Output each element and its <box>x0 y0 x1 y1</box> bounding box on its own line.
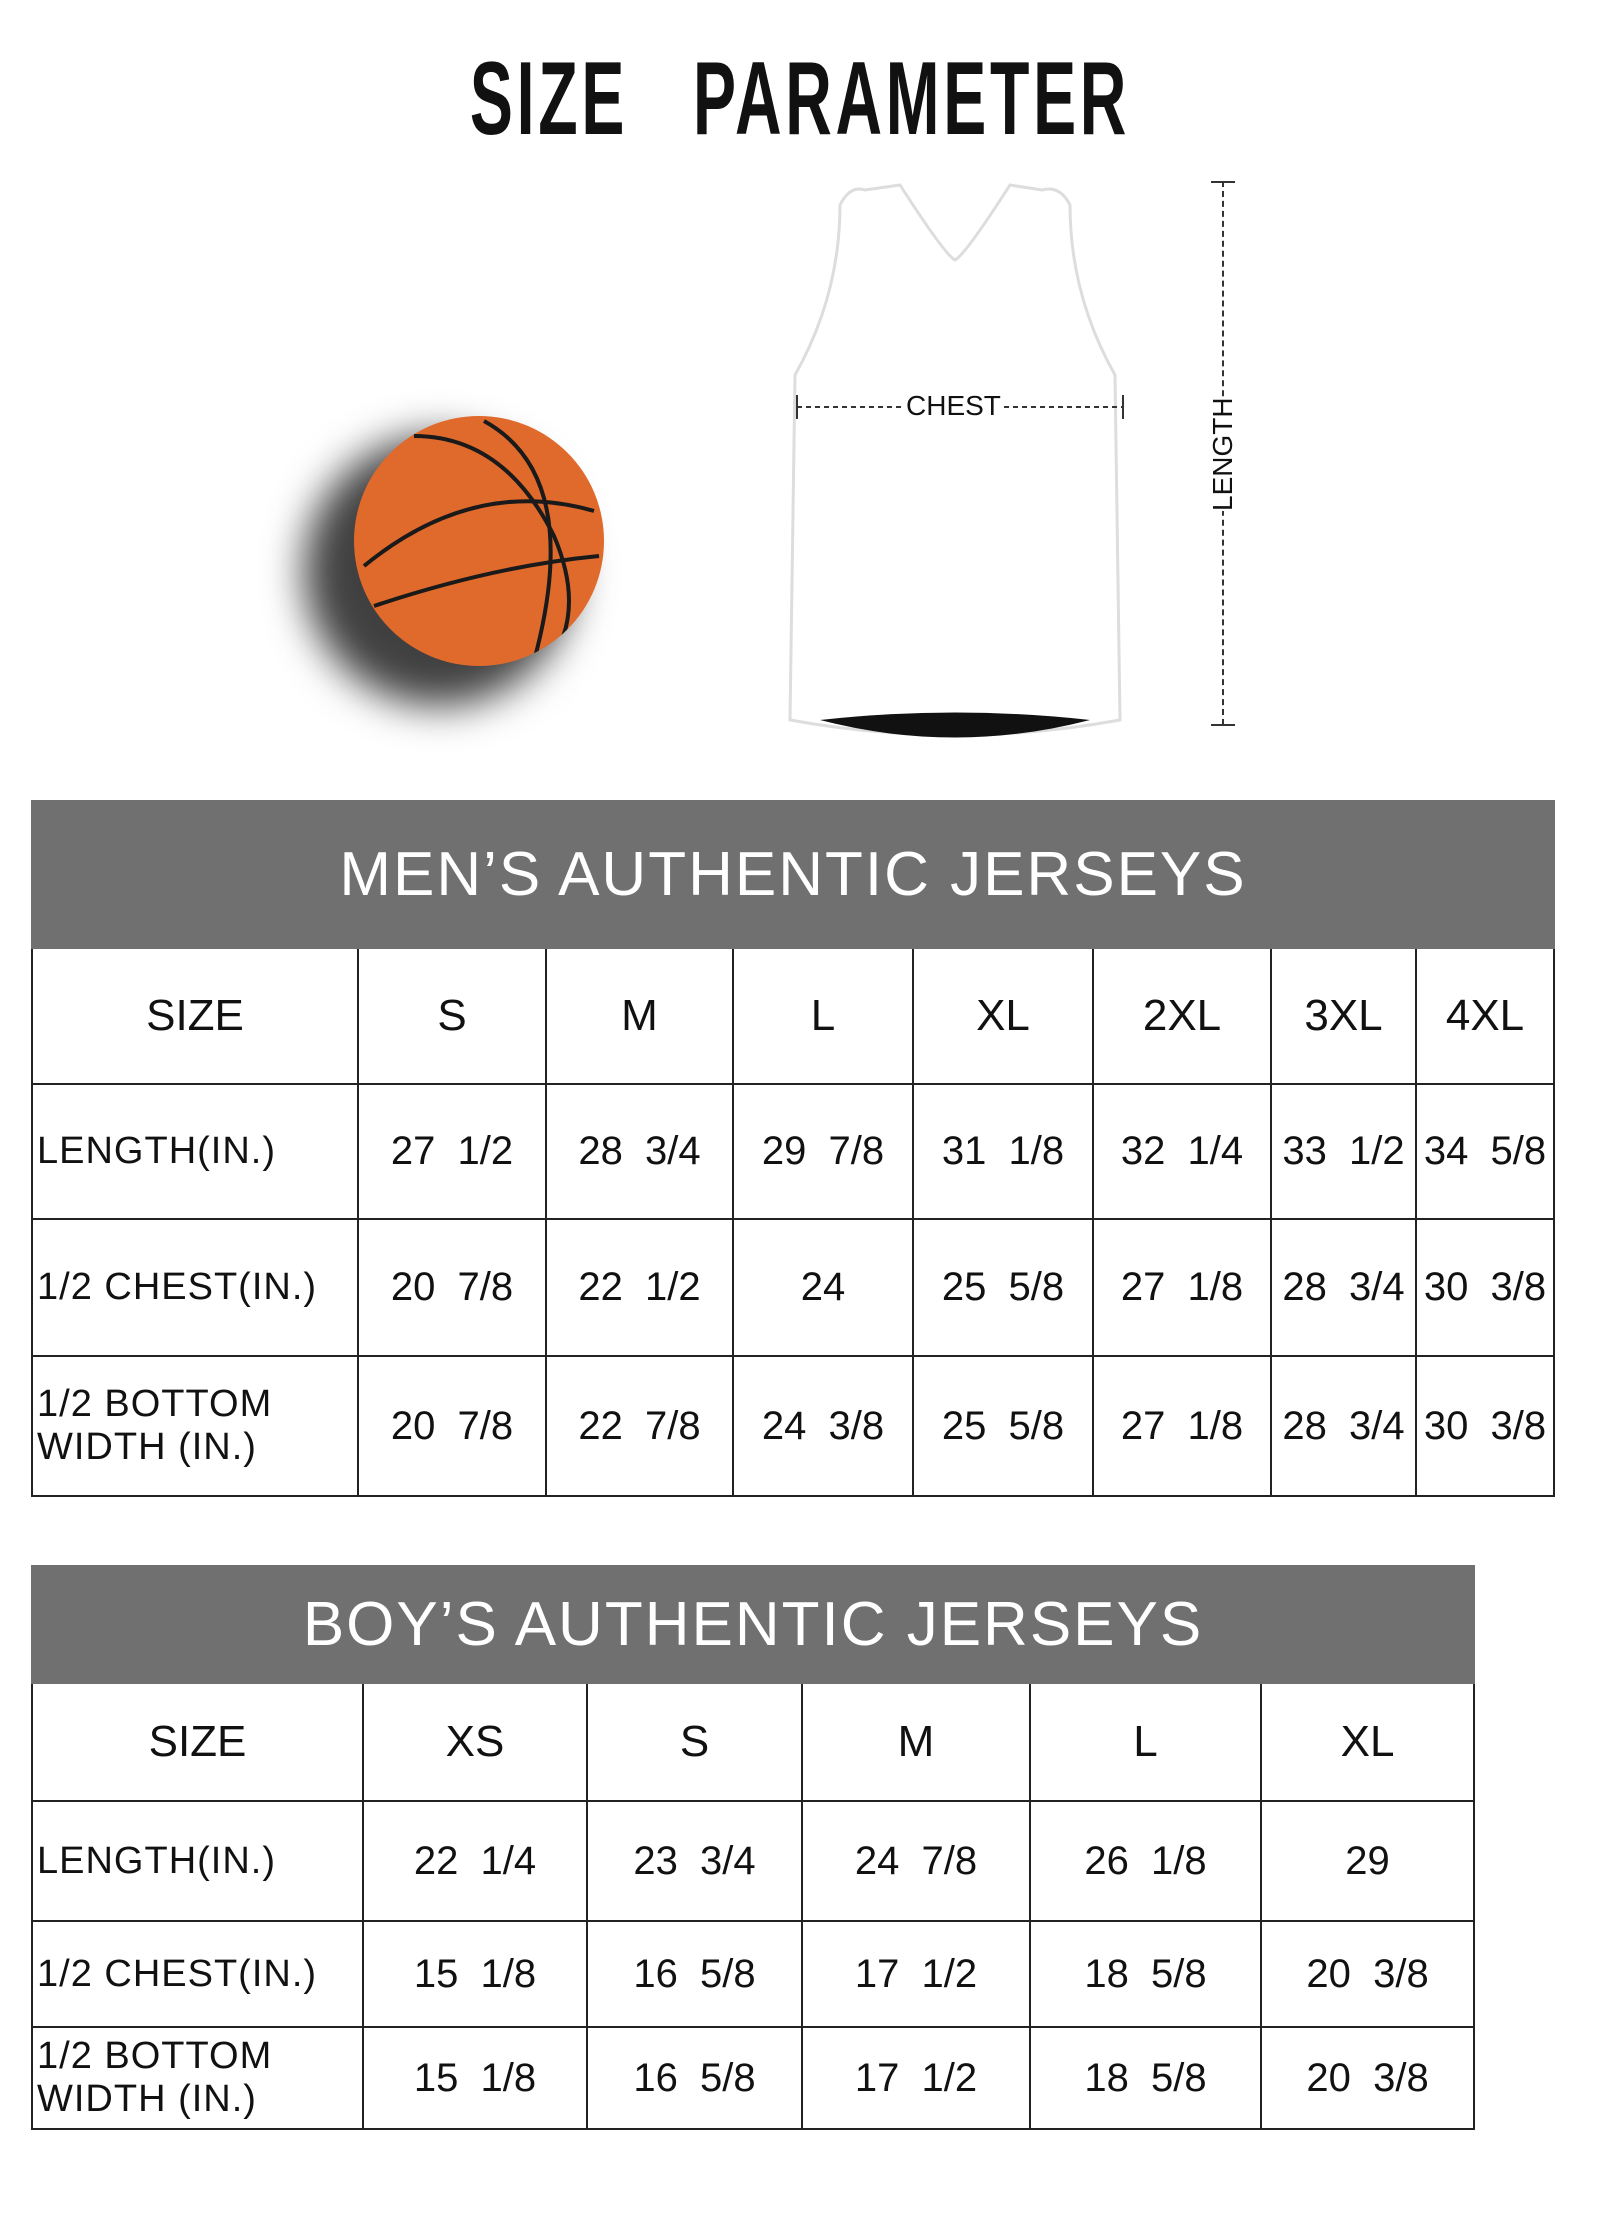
size-column-header: XS <box>362 1682 588 1802</box>
page-title: SIZE PARAMETER <box>469 41 1131 157</box>
measurement-cell: 18 5/8 <box>1029 1920 1262 2028</box>
size-label: SIZE <box>31 947 359 1085</box>
measurement-cell: 24 3/8 <box>732 1355 914 1497</box>
measurement-cell: 28 3/4 <box>1270 1355 1417 1497</box>
row-label: 1/2 CHEST(IN.) <box>31 1218 359 1357</box>
measurement-cell: 34 5/8 <box>1415 1083 1555 1220</box>
measurement-cell: 28 3/4 <box>545 1083 734 1220</box>
size-column-header: 4XL <box>1415 947 1555 1085</box>
size-column-header: L <box>1029 1682 1262 1802</box>
row-label: 1/2 BOTTOM WIDTH (IN.) <box>31 2026 364 2130</box>
measurement-cell: 29 <box>1259 1800 1476 1922</box>
row-label: LENGTH(IN.) <box>31 1083 359 1220</box>
table-row: LENGTH(IN.) 27 1/2 28 3/4 29 7/8 31 1/8 32 1/… <box>31 1083 1555 1220</box>
table-row: LENGTH(IN.) 22 1/4 23 3/4 24 7/8 26 1/8 29 <box>31 1800 1476 1922</box>
measurement-cell: 22 7/8 <box>545 1355 734 1497</box>
mens-table-heading: MEN’S AUTHENTIC JERSEYS <box>31 800 1555 949</box>
size-column-header: 3XL <box>1270 947 1417 1085</box>
measurement-cell: 30 3/8 <box>1415 1218 1555 1357</box>
measurement-cell: 27 1/8 <box>1092 1355 1272 1497</box>
jersey-image <box>780 175 1130 745</box>
measurement-cell: 26 1/8 <box>1029 1800 1262 1922</box>
measurement-cell: 17 1/2 <box>801 1920 1031 2028</box>
size-column-header: S <box>357 947 547 1085</box>
measurement-cell: 28 3/4 <box>1270 1218 1417 1357</box>
measurement-cell: 16 5/8 <box>586 1920 803 2028</box>
basketball-icon <box>354 416 604 666</box>
measurement-cell: 18 5/8 <box>1029 2026 1262 2130</box>
measurement-cell: 15 1/8 <box>362 2026 588 2130</box>
measurement-cell: 25 5/8 <box>912 1355 1094 1497</box>
size-label: SIZE <box>31 1682 364 1802</box>
measurement-cell: 33 1/2 <box>1270 1083 1417 1220</box>
measurement-cell: 27 1/8 <box>1092 1218 1272 1357</box>
measurement-cell: 20 7/8 <box>357 1355 547 1497</box>
table-row: 1/2 BOTTOM WIDTH (IN.) 15 1/8 16 5/8 17 1/2… <box>31 2026 1476 2130</box>
measurement-cell: 29 7/8 <box>732 1083 914 1220</box>
boys-size-table: BOY’S AUTHENTIC JERSEYS SIZE XS S M L XL LENGT… <box>30 1565 1476 2130</box>
boys-table-heading: BOY’S AUTHENTIC JERSEYS <box>30 1565 1476 1684</box>
measurement-cell: 17 1/2 <box>801 2026 1031 2130</box>
measurement-cell: 30 3/8 <box>1415 1355 1555 1497</box>
size-column-header: M <box>801 1682 1031 1802</box>
measurement-cell: 25 5/8 <box>912 1218 1094 1357</box>
row-label: 1/2 BOTTOM WIDTH (IN.) <box>31 1355 359 1497</box>
row-label: 1/2 CHEST(IN.) <box>31 1920 364 2028</box>
size-column-header: 2XL <box>1092 947 1272 1085</box>
size-column-header: S <box>586 1682 803 1802</box>
row-label: LENGTH(IN.) <box>31 1800 364 1922</box>
measurement-cell: 22 1/4 <box>362 1800 588 1922</box>
size-column-header: L <box>732 947 914 1085</box>
table-row: 1/2 BOTTOM WIDTH (IN.) 20 7/8 22 7/8 24 3/8… <box>31 1355 1555 1497</box>
length-bottom-tick <box>1211 724 1235 726</box>
measurement-cell: 27 1/2 <box>357 1083 547 1220</box>
measurement-cell: 15 1/8 <box>362 1920 588 2028</box>
length-label: LENGTH <box>1207 397 1239 511</box>
boys-size-header-row: SIZE XS S M L XL <box>31 1682 1476 1802</box>
table-row: 1/2 CHEST(IN.) 15 1/8 16 5/8 17 1/2 18 5/8 20… <box>31 1920 1476 2028</box>
table-row: 1/2 CHEST(IN.) 20 7/8 22 1/2 24 25 5/8 27 1/8… <box>31 1218 1555 1357</box>
measurement-cell: 16 5/8 <box>586 2026 803 2130</box>
chest-label: CHEST <box>904 390 1003 422</box>
measurement-cell: 20 3/8 <box>1259 1920 1476 2028</box>
mens-size-table: MEN’S AUTHENTIC JERSEYS SIZE S M L XL 2XL 3XL 4… <box>31 800 1555 1497</box>
length-top-tick <box>1211 181 1235 183</box>
measurement-cell: 20 3/8 <box>1259 2026 1476 2130</box>
size-column-header: M <box>545 947 734 1085</box>
measurement-cell: 24 7/8 <box>801 1800 1031 1922</box>
measurement-cell: 22 1/2 <box>545 1218 734 1357</box>
measurement-cell: 24 <box>732 1218 914 1357</box>
measurement-cell: 32 1/4 <box>1092 1083 1272 1220</box>
measurement-cell: 20 7/8 <box>357 1218 547 1357</box>
measurement-cell: 23 3/4 <box>586 1800 803 1922</box>
size-column-header: XL <box>912 947 1094 1085</box>
mens-size-header-row: SIZE S M L XL 2XL 3XL 4XL <box>31 947 1555 1085</box>
measurement-cell: 31 1/8 <box>912 1083 1094 1220</box>
size-column-header: XL <box>1259 1682 1476 1802</box>
